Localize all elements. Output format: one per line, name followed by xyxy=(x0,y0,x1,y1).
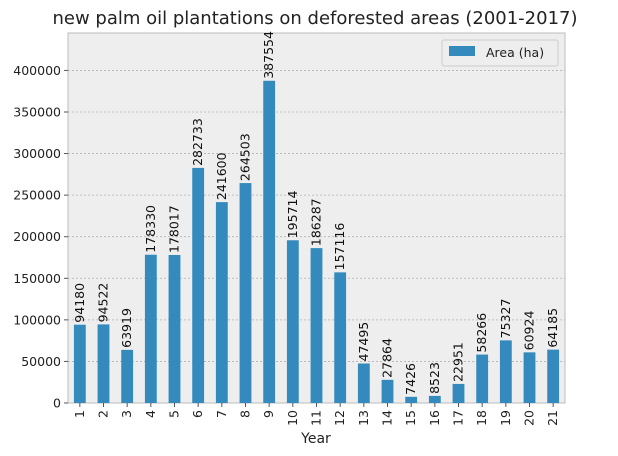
data-label: 186287 xyxy=(309,198,324,246)
bar xyxy=(286,240,299,403)
data-label: 8523 xyxy=(427,362,442,394)
data-label: 94180 xyxy=(72,283,87,323)
x-tick-label: 2 xyxy=(96,410,111,418)
bar xyxy=(452,383,465,403)
data-label: 282733 xyxy=(190,118,205,166)
bar xyxy=(405,396,418,403)
y-tick-label: 300000 xyxy=(13,146,61,161)
bar xyxy=(547,349,560,403)
x-tick-label: 4 xyxy=(143,410,158,418)
y-axis-tick-labels: 0 50000 100000 150000 200000 250000 300000 3500… xyxy=(13,63,68,411)
bar xyxy=(121,349,134,403)
legend: Area (ha) xyxy=(441,39,559,67)
data-label: 178330 xyxy=(143,205,158,253)
bar xyxy=(310,248,323,403)
y-tick-label: 50000 xyxy=(21,354,61,369)
y-tick-label: 250000 xyxy=(13,188,61,203)
x-tick-label: 16 xyxy=(427,410,442,426)
x-tick-label: 5 xyxy=(167,410,182,418)
x-tick-label: 18 xyxy=(474,410,489,426)
data-label: 58266 xyxy=(474,313,489,353)
x-tick-label: 19 xyxy=(498,410,513,426)
legend-label: Area (ha) xyxy=(486,45,544,60)
y-tick-label: 400000 xyxy=(13,63,61,78)
bar-series xyxy=(73,80,560,403)
data-label: 241600 xyxy=(214,152,229,200)
data-labels: 94180 94522 63919 178330 178017 282733 241600 2… xyxy=(72,31,560,395)
bar xyxy=(357,363,370,403)
data-label: 264503 xyxy=(238,133,253,181)
data-label: 22951 xyxy=(451,342,466,382)
x-tick-label: 17 xyxy=(451,410,466,426)
x-tick-label: 21 xyxy=(545,410,560,426)
y-tick-label: 150000 xyxy=(13,271,61,286)
bar xyxy=(263,80,276,403)
bar xyxy=(381,379,394,403)
bar xyxy=(144,254,157,403)
bar xyxy=(499,340,512,403)
data-label: 64185 xyxy=(545,308,560,348)
bar xyxy=(73,324,86,403)
bar xyxy=(428,395,441,403)
bar xyxy=(215,202,228,403)
data-label: 63919 xyxy=(119,308,134,348)
x-tick-label: 11 xyxy=(309,410,324,426)
x-tick-label: 15 xyxy=(403,410,418,426)
x-axis-label: Year xyxy=(300,431,331,447)
x-tick-label: 13 xyxy=(356,410,371,426)
x-tick-label: 12 xyxy=(332,410,347,426)
bar xyxy=(168,254,181,403)
bar xyxy=(97,324,110,403)
x-tick-label: 3 xyxy=(119,410,134,418)
data-label: 195714 xyxy=(285,191,300,239)
data-label: 75327 xyxy=(498,299,513,339)
data-label: 178017 xyxy=(167,205,182,253)
bar xyxy=(239,183,252,403)
x-axis-tick-labels: 1 2 3 4 5 6 7 8 9 10 11 12 13 14 15 16 17 18 19 20 21 xyxy=(72,403,560,426)
chart-title: new palm oil plantations on deforested a… xyxy=(52,8,577,29)
x-tick-label: 9 xyxy=(261,410,276,418)
y-tick-label: 100000 xyxy=(13,312,61,327)
data-label: 60924 xyxy=(522,311,537,351)
x-tick-label: 14 xyxy=(380,410,395,426)
x-tick-label: 1 xyxy=(72,410,87,418)
data-label: 94522 xyxy=(96,283,111,323)
x-tick-label: 7 xyxy=(214,410,229,418)
bar xyxy=(523,352,536,403)
data-label: 387554 xyxy=(261,31,276,79)
bar xyxy=(192,167,205,403)
y-tick-label: 200000 xyxy=(13,229,61,244)
data-label: 157116 xyxy=(332,223,347,271)
data-label: 27864 xyxy=(380,338,395,378)
x-tick-label: 6 xyxy=(190,410,205,418)
y-tick-label: 350000 xyxy=(13,104,61,119)
legend-swatch xyxy=(449,46,475,56)
data-label: 47495 xyxy=(356,322,371,362)
data-label: 7426 xyxy=(403,363,418,395)
x-tick-label: 8 xyxy=(238,410,253,418)
bar xyxy=(476,354,489,403)
x-tick-label: 20 xyxy=(522,410,537,426)
bar xyxy=(334,272,347,403)
y-tick-label: 0 xyxy=(53,396,61,411)
x-tick-label: 10 xyxy=(285,410,300,426)
